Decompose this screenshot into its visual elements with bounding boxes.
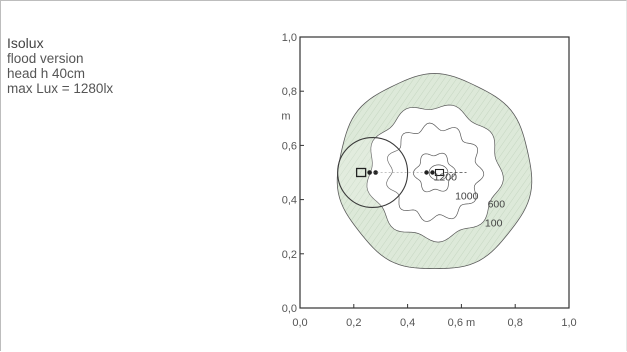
y-tick-label: 1,0 <box>282 32 297 44</box>
source-dot <box>430 170 435 175</box>
lamp-head-dot <box>373 170 378 175</box>
plot-frame <box>299 36 570 309</box>
isolux-bands <box>337 73 532 269</box>
x-tick-label: 0,2 <box>346 317 361 329</box>
source-dot <box>424 170 429 175</box>
x-tick-label: 0,8 <box>508 317 523 329</box>
caption-title: Isolux <box>7 35 44 51</box>
contour-line-1000 <box>386 122 485 222</box>
source-marker <box>434 168 445 177</box>
isolux-band-hatch <box>337 73 532 269</box>
y-axis-ticks: 0,0 0,2 0,4 0,6 0,8 1,0 <box>282 32 304 315</box>
y-tick-label: 0,2 <box>282 249 297 261</box>
x-tick-label: 0,6 m <box>448 317 476 329</box>
caption-line-2: head h 40cm <box>7 66 86 81</box>
caption-block: Isolux flood version head h 40cm max Lux… <box>7 35 114 97</box>
y-tick-label: 0,0 <box>282 303 297 315</box>
y-tick-label: 0,6 <box>282 140 297 152</box>
x-tick-label: 0,0 <box>292 317 307 329</box>
lamp-head <box>337 136 467 209</box>
contour-label-100: 100 <box>485 218 503 230</box>
lamp-head-dot <box>367 170 372 175</box>
x-tick-label: 0,4 <box>400 317 415 329</box>
contour-label-1000: 1000 <box>455 191 479 203</box>
lamp-head-marker <box>355 167 367 178</box>
x-tick-label: 1,0 <box>561 317 576 329</box>
caption-line-3: max Lux = 1280lx <box>7 81 114 96</box>
chart-axes <box>299 36 570 309</box>
contour-label-1200: 1200 <box>434 172 458 184</box>
contour-label-600: 600 <box>488 199 506 211</box>
isolux-chart: 0,0 0,2 0,4 0,6 m 0,8 1,0 0,00,20,40,60,81,0 … <box>281 32 577 329</box>
y-tick-label: 0,8 <box>282 86 297 98</box>
y-axis-unit-label: m <box>281 111 290 123</box>
y-tick-label: 0,4 <box>282 195 297 207</box>
caption-line-1: flood version <box>7 51 84 66</box>
contour-labels: 100 600 1000 1200 <box>434 172 506 230</box>
x-axis-ticks: 0,0 0,2 0,4 0,6 m 0,8 1,0 <box>292 304 577 329</box>
